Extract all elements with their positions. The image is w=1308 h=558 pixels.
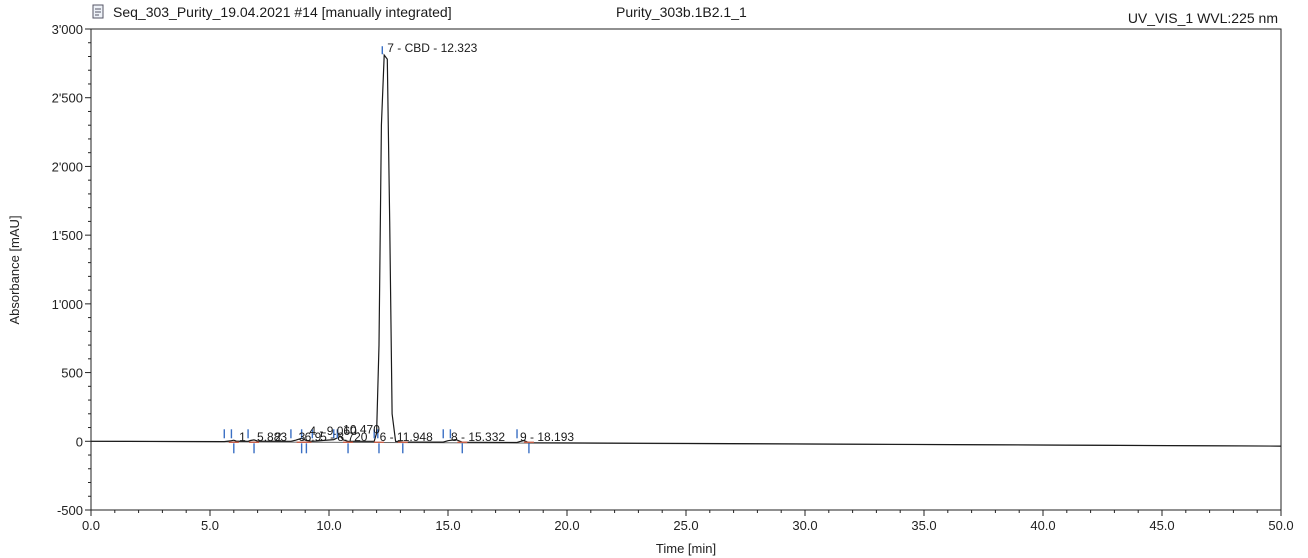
y-tick-label: 0	[76, 434, 83, 449]
injection-label: Purity_303b.1B2.1_1	[616, 4, 747, 20]
x-tick-labels: 0.0 5.0 10.0 15.0 20.0 25.0 30.0 35.0 40.0 45.0 50…	[82, 518, 1294, 533]
detector-label: UV_VIS_1 WVL:225 nm	[1128, 10, 1278, 26]
document-icon[interactable]	[92, 4, 104, 19]
y-tick-label: 2'500	[52, 91, 83, 106]
peak-label: 3	[299, 430, 306, 444]
x-tick-label: 25.0	[673, 518, 698, 533]
x-axis-label: Time [min]	[656, 541, 716, 556]
peak-label: 5.883	[257, 430, 287, 444]
x-tick-label: 30.0	[792, 518, 817, 533]
axis-ticks	[85, 28, 1282, 516]
peak-label: 5 - 8.720	[320, 430, 368, 444]
y-tick-label: 3'000	[52, 22, 83, 37]
x-tick-label: 20.0	[554, 518, 579, 533]
y-tick-label: 1'000	[52, 297, 83, 312]
x-tick-label: 15.0	[435, 518, 460, 533]
peak-label: 2	[275, 430, 282, 444]
y-tick-label: -500	[57, 503, 83, 518]
x-tick-label: 50.0	[1268, 518, 1293, 533]
y-tick-label: 500	[61, 366, 83, 381]
x-tick-label: 40.0	[1030, 518, 1055, 533]
x-tick-label: 10.0	[316, 518, 341, 533]
y-tick-label: 2'000	[52, 159, 83, 174]
x-tick-label: 0.0	[82, 518, 100, 533]
peak-label: 1	[239, 430, 246, 444]
y-tick-labels: -500 0 500 1'000 1'500 2'000 2'500 3'000	[52, 22, 83, 518]
peak-label: 6.9	[305, 430, 322, 444]
x-tick-label: 5.0	[201, 518, 219, 533]
sequence-label: Seq_303_Purity_19.04.2021 #14 [manually …	[113, 4, 452, 20]
integration-markers	[223, 429, 534, 454]
peak-label: 6 - 11.948	[380, 430, 433, 444]
peak-label: 9 - 18.193	[520, 430, 574, 444]
x-tick-label: 45.0	[1149, 518, 1174, 533]
x-tick-label: 35.0	[911, 518, 936, 533]
chromatogram-trace	[90, 53, 1282, 447]
header-bar: Seq_303_Purity_19.04.2021 #14 [manually …	[92, 4, 1278, 26]
peak-label: 10.470	[343, 423, 380, 437]
y-tick-label: 1'500	[52, 228, 83, 243]
peak-label: 7 - CBD - 12.323	[387, 41, 477, 55]
y-axis-label: Absorbance [mAU]	[7, 215, 22, 324]
peak-label: 8 - 15.332	[451, 430, 505, 444]
peak-label: 4 - 9.060	[309, 424, 357, 438]
